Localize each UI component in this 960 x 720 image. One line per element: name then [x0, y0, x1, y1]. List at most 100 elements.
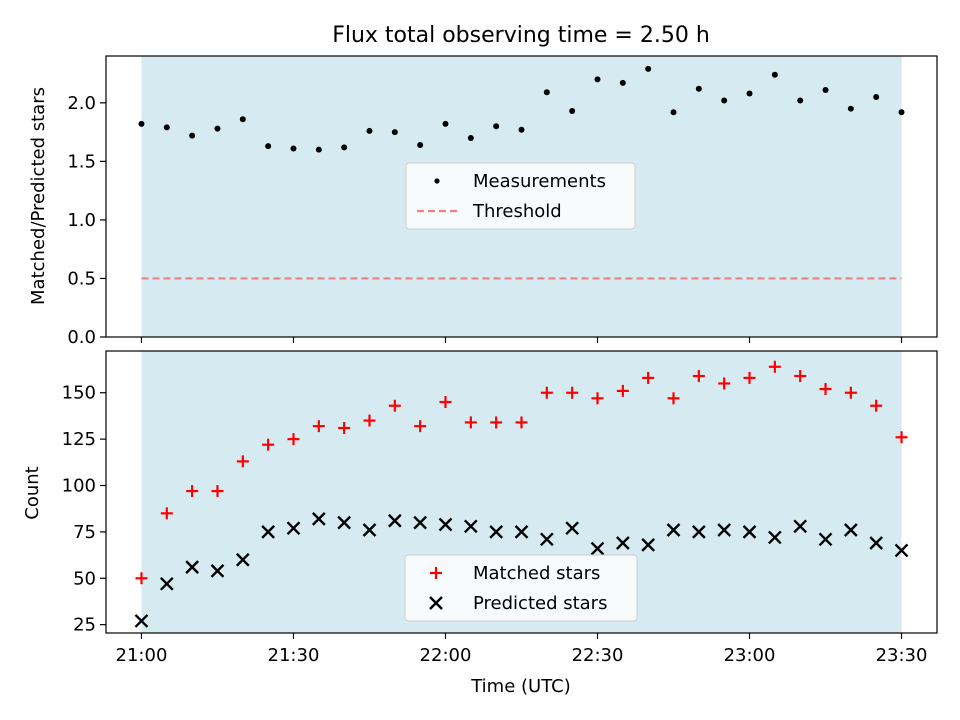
y-tick-label: 1.5	[67, 151, 96, 172]
measurement-point	[163, 124, 170, 131]
x-tick-label: 22:30	[572, 645, 624, 666]
predicted-star-point	[742, 525, 757, 539]
measurement-point	[214, 125, 221, 132]
matched-star-point	[642, 371, 655, 384]
matched-star-point	[490, 416, 503, 429]
measurement-point	[315, 146, 322, 153]
measurement-point	[417, 141, 424, 148]
measurement-point	[695, 85, 702, 92]
y-tick-label: 0.5	[67, 268, 96, 289]
predicted-star-point	[869, 536, 884, 550]
legend-matched-label: Matched stars	[473, 563, 600, 584]
predicted-star-point	[818, 532, 833, 547]
matched-star-point	[718, 377, 731, 390]
count-x-axis: 21:00 21:30 22:00 22:30 23:00 23:30	[116, 633, 928, 666]
predicted-star-point	[311, 512, 326, 526]
matched-star-point	[616, 384, 629, 397]
matched-star-point	[667, 392, 680, 405]
ratio-y-axis-label: Matched/Predicted stars	[28, 87, 49, 305]
predicted-star-point	[463, 519, 478, 534]
matched-star-point	[160, 507, 173, 520]
matched-star-point	[338, 421, 351, 434]
measurement-point	[138, 120, 145, 127]
measurement-point	[391, 129, 398, 136]
matched-star-point	[439, 396, 452, 409]
x-tick-label: 23:30	[876, 645, 928, 666]
measurement-point	[873, 93, 880, 100]
predicted-star-point	[362, 523, 377, 537]
ratio-x-axis	[140, 337, 903, 343]
matched-star-point	[388, 399, 401, 412]
ratio-legend: Measurements Threshold	[405, 162, 636, 230]
matched-star-point	[591, 392, 604, 405]
predicted-star-point	[691, 525, 706, 539]
predicted-star-point	[185, 560, 199, 574]
predicted-star-point	[235, 552, 250, 567]
matched-star-point	[236, 455, 249, 468]
y-tick-label: 1.0	[67, 210, 96, 231]
measurement-point	[467, 134, 474, 141]
measurement-point	[189, 132, 196, 139]
ratio-y-axis: 0.0 0.5 1.0 1.5 2.0	[67, 93, 106, 348]
matched-star-point	[312, 420, 325, 433]
measurement-point	[341, 144, 348, 151]
count-marks	[134, 360, 909, 628]
measurement-point	[366, 127, 373, 134]
measurement-point	[771, 71, 778, 78]
matched-star-point	[768, 360, 781, 373]
count-axes-frame	[105, 350, 938, 634]
predicted-star-point	[438, 517, 453, 532]
y-tick-label: 2.0	[67, 93, 96, 114]
measurement-point	[493, 123, 500, 130]
predicted-star-point	[413, 515, 428, 530]
measurement-point	[265, 143, 272, 150]
measurement-point	[239, 116, 246, 123]
x-axis-label: Time (UTC)	[470, 676, 571, 697]
chart-title: Flux total observing time = 2.50 h	[332, 23, 710, 48]
predicted-star-point	[489, 525, 504, 539]
measurement-point	[594, 76, 601, 83]
matched-star-point	[870, 399, 883, 412]
predicted-star-point	[514, 525, 529, 539]
y-tick-label: 50	[73, 568, 96, 589]
x-tick-label: 21:00	[116, 645, 168, 666]
measurement-point	[898, 109, 905, 116]
matched-star-point	[819, 383, 832, 396]
legend-threshold-label: Threshold	[472, 201, 562, 222]
measurement-point	[746, 90, 753, 97]
measurement-point	[442, 120, 449, 127]
x-tick-label: 22:00	[420, 645, 472, 666]
ratio-legend-box	[405, 162, 636, 230]
measurement-point	[543, 89, 550, 96]
matched-star-point	[464, 416, 477, 429]
predicted-star-point	[286, 521, 301, 536]
matched-star-point	[186, 485, 199, 498]
measurement-point	[290, 145, 297, 152]
matched-star-point	[895, 431, 908, 444]
y-tick-label: 0.0	[67, 327, 96, 348]
count-y-axis-label: Count	[22, 466, 43, 519]
y-tick-label: 125	[62, 429, 96, 450]
measurement-point	[721, 97, 728, 104]
predicted-star-point	[565, 521, 580, 536]
matched-star-point	[211, 485, 224, 498]
matched-star-point	[692, 370, 705, 383]
count-panel: 25 50 75 100 125 150 21:00 21:30 22:00 22:30 23:0…	[22, 350, 938, 697]
predicted-star-point	[641, 538, 656, 552]
legend-measurements-marker	[434, 178, 440, 184]
legend-measurements-label: Measurements	[473, 171, 606, 192]
count-legend: Matched stars Predicted stars	[404, 554, 638, 622]
legend-matched-marker	[430, 567, 442, 579]
x-tick-label: 23:00	[724, 645, 776, 666]
predicted-star-point	[844, 523, 858, 537]
matched-star-point	[743, 371, 756, 384]
y-tick-label: 75	[73, 522, 96, 543]
measurement-point	[619, 79, 626, 86]
predicted-star-point	[337, 515, 352, 530]
matched-star-point	[414, 420, 427, 433]
predicted-star-point	[717, 523, 732, 537]
y-tick-label: 150	[62, 383, 96, 404]
predicted-star-point	[210, 564, 225, 578]
legend-predicted-marker	[429, 596, 443, 610]
